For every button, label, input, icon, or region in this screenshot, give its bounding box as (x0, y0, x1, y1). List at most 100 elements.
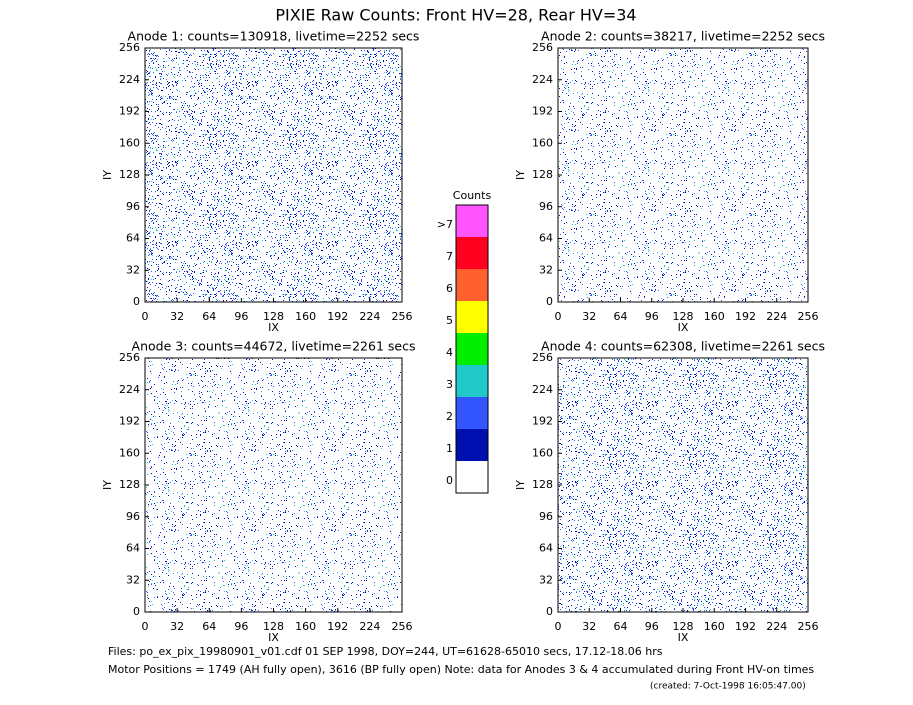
y-tick-label: 192 (532, 415, 553, 428)
x-tick-label: 32 (170, 310, 184, 323)
y-tick-label: 224 (532, 73, 553, 86)
y-tick-label: 0 (133, 605, 140, 618)
y-tick-label: 32 (539, 263, 553, 276)
colorbar-swatch (456, 237, 488, 269)
y-tick-label: 96 (126, 510, 140, 523)
x-tick-label: 256 (798, 310, 819, 323)
colorbar-swatch (456, 397, 488, 429)
colorbar-label: 7 (446, 250, 453, 263)
y-tick-label: 160 (119, 446, 140, 459)
page-title: PIXIE Raw Counts: Front HV=28, Rear HV=3… (275, 6, 636, 25)
x-tick-label: 224 (766, 310, 787, 323)
y-tick-label: 160 (119, 136, 140, 149)
y-tick-label: 64 (126, 232, 140, 245)
y-tick-label: 224 (119, 73, 140, 86)
note: Motor Positions = 1749 (AH fully open), … (108, 663, 814, 676)
x-axis-label: IX (268, 321, 279, 334)
panel-title: Anode 1: counts=130918, livetime=2252 se… (128, 29, 420, 44)
x-tick-label: 224 (359, 620, 380, 633)
y-tick-label: 128 (119, 168, 140, 181)
x-tick-label: 224 (359, 310, 380, 323)
x-tick-label: 192 (735, 310, 756, 323)
colorbar-swatch (456, 269, 488, 301)
colorbar-label: 1 (446, 442, 453, 455)
panel-title: Anode 2: counts=38217, livetime=2252 sec… (541, 29, 825, 44)
x-tick-label: 256 (798, 620, 819, 633)
x-tick-label: 96 (645, 310, 659, 323)
colorbar-swatch (456, 429, 488, 461)
y-tick-label: 256 (119, 41, 140, 54)
colorbar-frame (455, 204, 489, 494)
y-tick-label: 64 (539, 542, 553, 555)
heatmap-image (558, 48, 808, 302)
y-tick-label: 256 (532, 41, 553, 54)
x-tick-label: 192 (735, 620, 756, 633)
x-tick-label: 0 (555, 620, 562, 633)
x-tick-label: 192 (327, 620, 348, 633)
x-tick-label: 224 (766, 620, 787, 633)
colorbar-swatch (456, 205, 488, 237)
x-axis-label: IX (678, 631, 689, 644)
y-tick-label: 32 (126, 573, 140, 586)
x-tick-label: 64 (202, 620, 216, 633)
colorbar-label: >7 (437, 218, 453, 231)
y-tick-label: 96 (539, 510, 553, 523)
colorbar-label: 5 (446, 314, 453, 327)
colorbar-label: 6 (446, 282, 453, 295)
y-tick-label: 32 (126, 263, 140, 276)
x-tick-label: 32 (170, 620, 184, 633)
y-axis-label: IY (514, 170, 527, 180)
panel-title: Anode 4: counts=62308, livetime=2261 sec… (541, 339, 825, 354)
x-tick-label: 64 (614, 620, 628, 633)
y-tick-label: 64 (539, 232, 553, 245)
x-tick-label: 160 (295, 620, 316, 633)
y-tick-label: 192 (119, 415, 140, 428)
y-axis-label: IY (101, 170, 114, 180)
x-tick-label: 128 (673, 620, 694, 633)
y-tick-label: 96 (539, 200, 553, 213)
colorbar-title: Counts (453, 189, 492, 202)
y-tick-label: 96 (126, 200, 140, 213)
x-tick-label: 160 (295, 310, 316, 323)
y-tick-label: 64 (126, 542, 140, 555)
x-tick-label: 0 (142, 620, 149, 633)
x-axis-label: IX (678, 321, 689, 334)
x-tick-label: 160 (704, 310, 725, 323)
colorbar-label: 4 (446, 346, 453, 359)
colorbar-swatch (456, 461, 488, 493)
x-tick-label: 96 (234, 620, 248, 633)
x-axis-label: IX (268, 631, 279, 644)
x-tick-label: 192 (327, 310, 348, 323)
y-tick-label: 0 (546, 605, 553, 618)
y-tick-label: 32 (539, 573, 553, 586)
y-tick-label: 160 (532, 136, 553, 149)
heatmap-image (145, 358, 402, 612)
y-tick-label: 128 (532, 478, 553, 491)
heatmap-image (558, 358, 808, 612)
x-tick-label: 32 (582, 620, 596, 633)
colorbar-label: 3 (446, 378, 453, 391)
x-tick-label: 0 (555, 310, 562, 323)
y-tick-label: 256 (119, 351, 140, 364)
y-tick-label: 0 (133, 295, 140, 308)
colorbar-swatch (456, 333, 488, 365)
y-tick-label: 128 (532, 168, 553, 181)
x-tick-label: 128 (673, 310, 694, 323)
y-tick-label: 224 (532, 383, 553, 396)
colorbar-label: 2 (446, 410, 453, 423)
x-tick-label: 128 (263, 620, 284, 633)
note: (created: 7-Oct-1998 16:05:47.00) (650, 682, 806, 692)
y-tick-label: 256 (532, 351, 553, 364)
colorbar-swatch (456, 365, 488, 397)
panel-title: Anode 3: counts=44672, livetime=2261 sec… (132, 339, 416, 354)
x-tick-label: 32 (582, 310, 596, 323)
x-tick-label: 96 (234, 310, 248, 323)
x-tick-label: 256 (392, 310, 413, 323)
y-tick-label: 224 (119, 383, 140, 396)
heatmap-image (145, 48, 402, 302)
note: Files: po_ex_pix_19980901_v01.cdf 01 SEP… (108, 645, 663, 658)
x-tick-label: 64 (202, 310, 216, 323)
colorbar-label: 0 (446, 474, 453, 487)
y-tick-label: 192 (119, 105, 140, 118)
